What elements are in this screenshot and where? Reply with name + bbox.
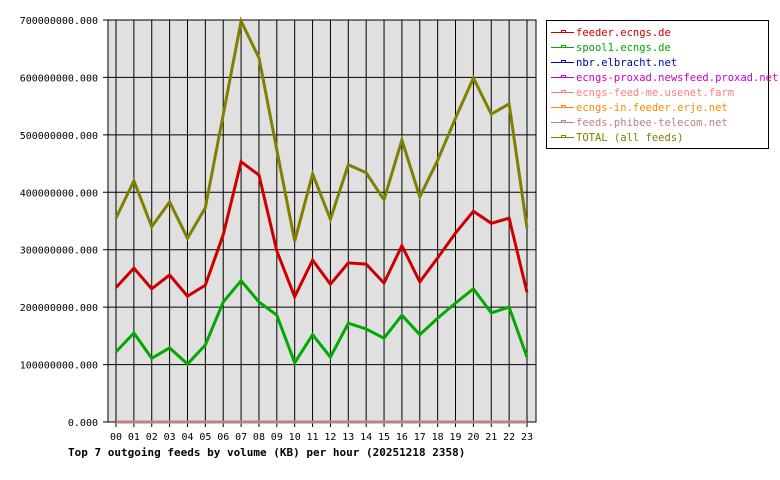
x-tick-label: 05 xyxy=(199,432,211,443)
y-tick-label: 500000000.000 xyxy=(20,131,98,142)
legend-label: spool1.ecngs.de xyxy=(576,41,671,54)
legend-label: ecngs-in.feeder.erje.net xyxy=(576,101,728,114)
legend-line-icon xyxy=(551,134,574,142)
legend: feeder.ecngs.de spool1.ecngs.de nbr.elbrac… xyxy=(546,20,778,149)
legend-line-icon xyxy=(551,89,574,97)
x-tick-label: 20 xyxy=(467,432,479,443)
legend-item: nbr.elbracht.net xyxy=(551,55,677,70)
x-tick-label: 19 xyxy=(449,432,461,443)
x-tick-label: 10 xyxy=(289,432,301,443)
x-axis-labels: 00 01 02 03 04 05 06 07 08 09 10 11 12 13 14 15 16 17 18 19… xyxy=(110,432,533,443)
legend-label: ecngs-feed-me.usenet.farm xyxy=(576,86,735,99)
y-tick-label: 300000000.000 xyxy=(20,246,98,257)
x-tick-label: 12 xyxy=(324,432,336,443)
x-tick-label: 13 xyxy=(342,432,354,443)
series-line xyxy=(114,159,529,301)
x-tick-label: 14 xyxy=(360,432,372,443)
x-tick-label: 08 xyxy=(253,432,265,443)
legend-line-icon xyxy=(551,44,574,52)
series-line xyxy=(114,16,529,242)
x-tick-label: 00 xyxy=(110,432,122,443)
x-tick-label: 09 xyxy=(271,432,283,443)
legend-label: feeds.phibee-telecom.net xyxy=(576,116,728,129)
legend-item: TOTAL (all feeds) xyxy=(551,130,683,145)
x-tick-label: 11 xyxy=(307,432,319,443)
y-tick-label: 100000000.000 xyxy=(20,361,98,372)
y-tick-label: 0.000 xyxy=(68,418,98,429)
x-tick-label: 15 xyxy=(378,432,390,443)
x-tick-label: 18 xyxy=(432,432,444,443)
y-tick-label: 600000000.000 xyxy=(20,73,98,84)
legend-line-icon xyxy=(551,119,574,127)
legend-item: ecngs-in.feeder.erje.net xyxy=(551,100,728,115)
legend-label: nbr.elbracht.net xyxy=(576,56,678,69)
chart-title: Top 7 outgoing feeds by volume (KB) per … xyxy=(68,446,465,459)
x-tick-label: 07 xyxy=(235,432,247,443)
legend-label: feeder.ecngs.de xyxy=(576,26,671,39)
series-line xyxy=(114,278,529,367)
legend-item: spool1.ecngs.de xyxy=(551,40,671,55)
x-tick-label: 23 xyxy=(521,432,533,443)
x-tick-label: 04 xyxy=(181,432,193,443)
legend-label: TOTAL (all feeds) xyxy=(576,131,684,144)
legend-item: ecngs-feed-me.usenet.farm xyxy=(551,85,734,100)
x-tick-label: 01 xyxy=(128,432,140,443)
legend-line-icon xyxy=(551,59,574,67)
legend-item: ecngs-proxad.newsfeed.proxad.net xyxy=(551,70,778,85)
legend-line-icon xyxy=(551,29,574,37)
x-tick-label: 17 xyxy=(414,432,426,443)
legend-line-icon xyxy=(551,104,574,112)
x-tick-label: 22 xyxy=(503,432,515,443)
y-tick-label: 400000000.000 xyxy=(20,188,98,199)
y-tick-label: 700000000.000 xyxy=(20,16,98,27)
x-tick-label: 02 xyxy=(146,432,158,443)
y-axis-labels: 0.000 100000000.000 200000000.000 300000000… xyxy=(20,16,98,429)
x-tick-label: 16 xyxy=(396,432,408,443)
x-tick-label: 03 xyxy=(164,432,176,443)
legend-item: feeder.ecngs.de xyxy=(551,25,671,40)
vertical-gridlines xyxy=(115,20,528,427)
legend-line-icon xyxy=(551,74,574,82)
legend-label: ecngs-proxad.newsfeed.proxad.net xyxy=(576,71,779,84)
data-series xyxy=(114,16,529,424)
x-tick-label: 06 xyxy=(217,432,229,443)
legend-item: feeds.phibee-telecom.net xyxy=(551,115,728,130)
x-tick-label: 21 xyxy=(485,432,497,443)
y-tick-label: 200000000.000 xyxy=(20,303,98,314)
